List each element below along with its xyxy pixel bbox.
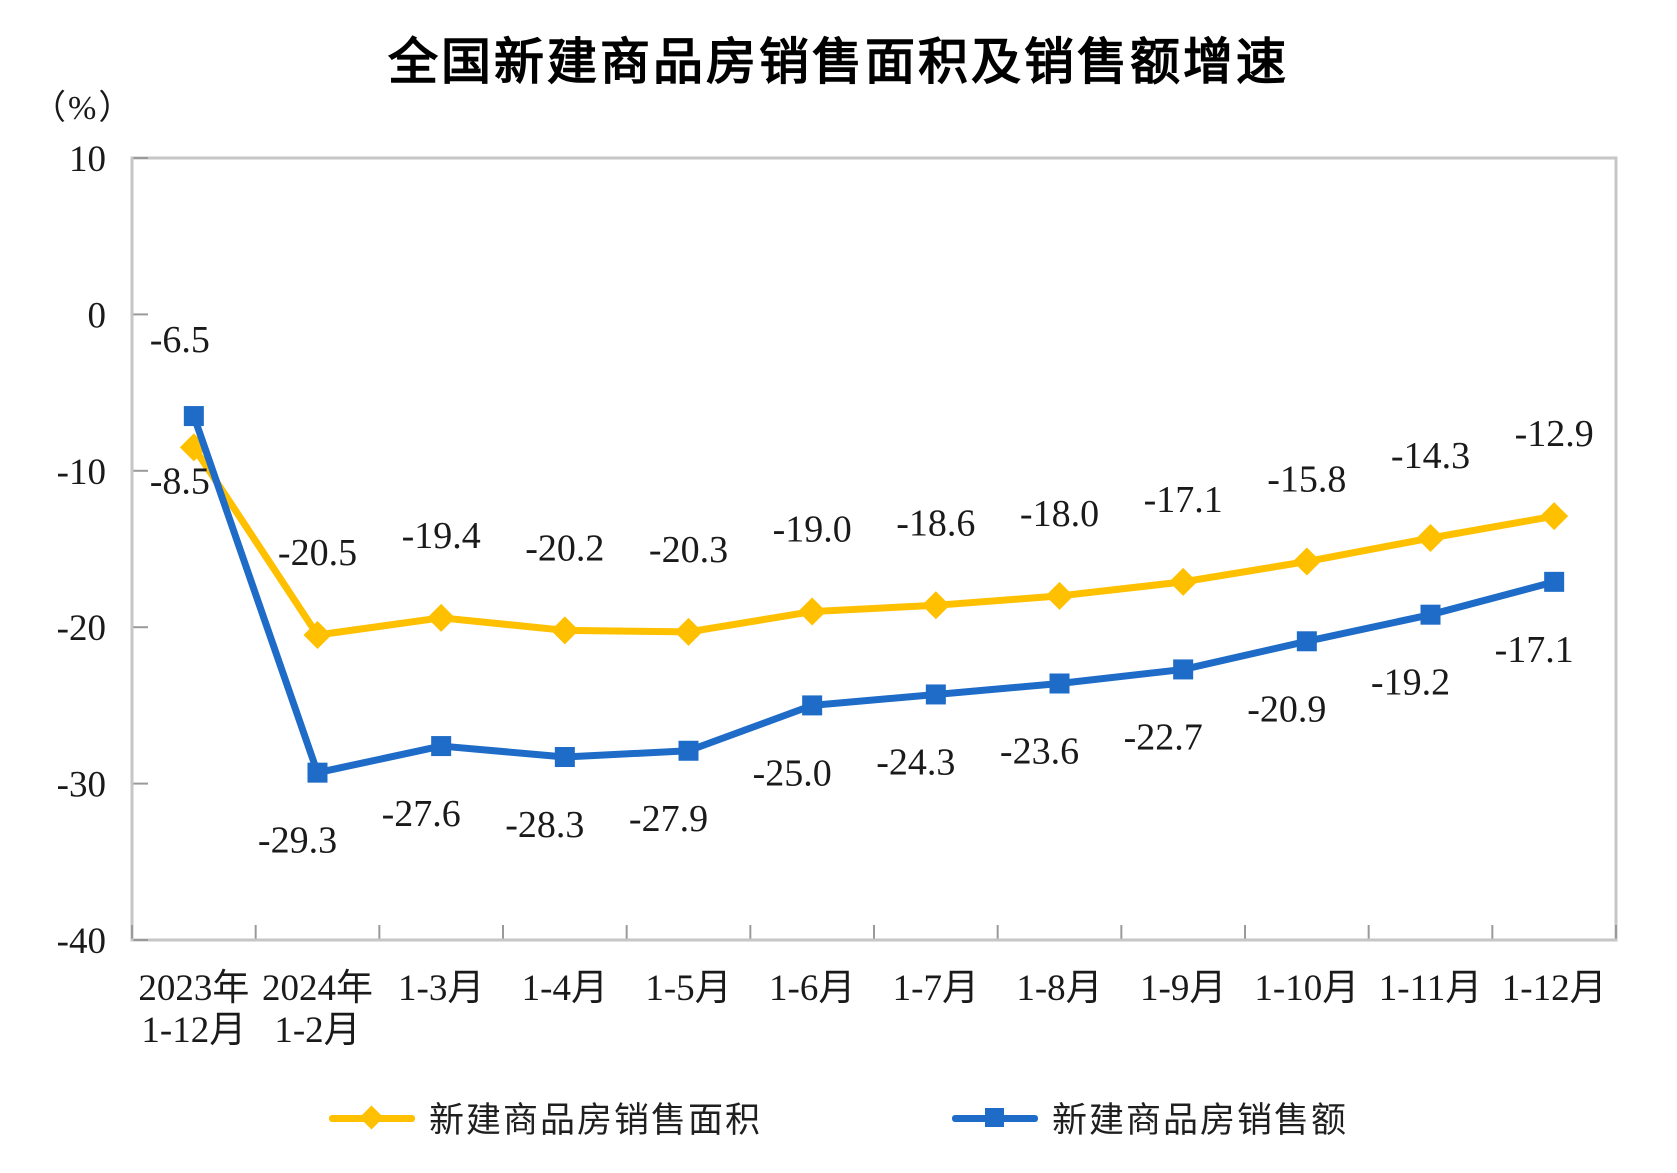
y-axis-unit-label: （%） [32,90,135,127]
data-point-marker [1045,581,1074,610]
legend-label-sales-area: 新建商品房销售面积 [428,1101,762,1140]
data-point-marker [550,616,579,645]
data-point-marker [1420,604,1441,625]
data-point-marker [1296,631,1317,652]
data-point-label: -24.3 [876,741,955,783]
data-point-marker [1169,567,1198,596]
data-point-marker [674,617,703,646]
plot-border [130,156,1618,942]
data-point-marker [1540,502,1569,531]
data-point-marker [925,684,946,705]
data-point-label: -6.5 [150,319,210,361]
y-axis-label: -40 [57,921,106,962]
data-point-label: -20.5 [278,532,357,574]
series-line-1 [190,412,1558,777]
y-axis-label: -30 [57,765,106,806]
data-point-label: -19.4 [402,515,481,557]
x-axis-label: 1-7月 [893,968,979,1009]
data-point-marker [1416,524,1445,553]
legend-item-sales-area: 新建商品房销售面积 [328,1092,762,1143]
chart-title: 全国新建商品房销售面积及销售额增速 [388,34,1289,90]
data-point-marker [921,591,950,620]
y-axis-label: 0 [88,295,107,336]
x-axis-label: 1-4月 [522,968,608,1009]
data-point-label: -17.1 [1495,629,1574,671]
data-point-marker [554,747,575,768]
data-point-label: -8.5 [150,460,210,502]
data-point-label: -27.9 [629,798,708,840]
data-point-marker [431,736,452,757]
x-axis-label: 1-3月 [398,968,484,1009]
x-axis-label: 2024年 [262,967,373,1009]
data-point-marker [427,603,456,632]
data-point-label: -20.2 [525,527,604,569]
chart-legend: 新建商品房销售面积 新建商品房销售额 [0,1092,1677,1143]
data-point-marker [1544,571,1565,592]
data-point-label: -17.1 [1144,479,1223,521]
data-point-marker [1292,547,1321,576]
y-axis-label: -20 [57,608,106,649]
data-point-marker [183,406,204,427]
data-point-marker [678,740,699,761]
data-point-label: -23.6 [1000,731,1079,773]
data-point-label: -15.8 [1267,459,1346,501]
y-axis-label: 10 [69,139,106,180]
data-point-label: -27.6 [382,793,461,835]
square-marker-icon [952,1105,1038,1131]
x-axis-label: 1-5月 [645,968,731,1009]
y-axis-label: -10 [57,452,106,493]
data-point-label: -20.3 [649,529,728,571]
data-point-label: -25.0 [753,752,832,794]
data-point-label: -18.6 [896,502,975,544]
x-axis-label: 1-6月 [769,968,855,1009]
data-point-label: -18.0 [1020,493,1099,535]
data-point-marker [802,695,823,716]
data-point-label: -20.9 [1247,688,1326,730]
x-axis-label: 1-2月 [274,1010,360,1051]
data-point-label: -28.3 [505,804,584,846]
data-point-label: -14.3 [1391,435,1470,477]
data-point-marker [1173,659,1194,680]
data-point-marker [1049,673,1070,694]
x-axis-label: 2023年 [138,967,249,1009]
x-axis-label: 1-8月 [1016,968,1102,1009]
x-axis-label: 1-11月 [1379,968,1482,1009]
data-point-label: -29.3 [258,820,337,862]
x-axis-label: 1-9月 [1140,968,1226,1009]
data-point-marker [303,621,332,650]
legend-label-sales-value: 新建商品房销售额 [1052,1101,1349,1140]
x-axis-label: 1-12月 [141,1010,246,1051]
data-point-label: -22.7 [1124,716,1203,758]
legend-item-sales-value: 新建商品房销售额 [952,1092,1348,1143]
data-point-label: -19.2 [1371,662,1450,704]
series-line-0 [190,443,1558,639]
x-axis-label: 1-12月 [1502,968,1607,1009]
data-point-marker [798,597,827,626]
diamond-marker-icon [328,1104,415,1131]
data-point-marker [307,762,328,783]
data-point-label: -19.0 [773,509,852,551]
data-point-label: -12.9 [1515,413,1594,455]
x-axis-label: 1-10月 [1254,968,1359,1009]
